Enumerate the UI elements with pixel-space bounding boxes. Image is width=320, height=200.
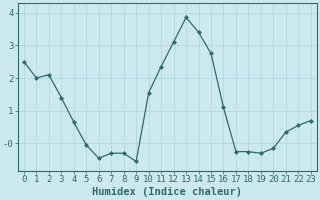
X-axis label: Humidex (Indice chaleur): Humidex (Indice chaleur) — [92, 187, 242, 197]
